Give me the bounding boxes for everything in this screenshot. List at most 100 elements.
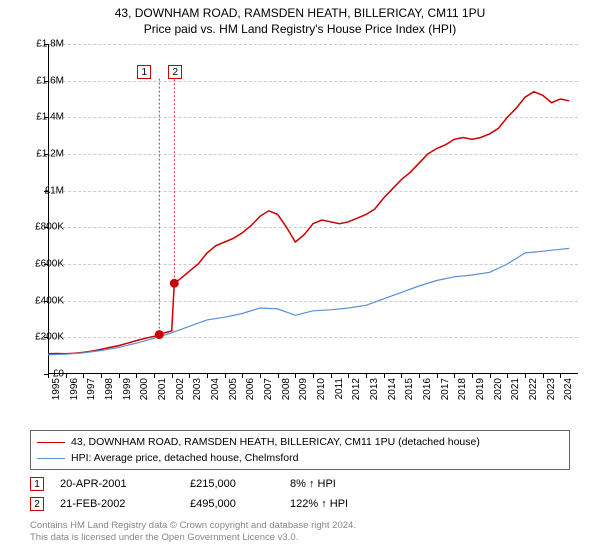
x-tick — [295, 374, 296, 378]
x-axis-label: 2002 — [175, 378, 186, 400]
y-axis-label: £0 — [20, 369, 64, 380]
legend-row: 43, DOWNHAM ROAD, RAMSDEN HEATH, BILLERI… — [37, 434, 563, 450]
y-axis-label: £1M — [20, 185, 64, 196]
series-hpi — [48, 248, 569, 354]
chart-area: 1995199619971998199920002001200220032004… — [48, 44, 578, 374]
sale-change: 122% ↑ HPI — [290, 498, 410, 510]
y-axis-label: £1.6M — [20, 75, 64, 86]
legend-swatch — [37, 442, 65, 443]
legend-label: HPI: Average price, detached house, Chel… — [71, 452, 298, 464]
x-axis-label: 2007 — [263, 378, 274, 400]
series-property — [48, 92, 569, 354]
x-axis-label: 2006 — [245, 378, 256, 400]
x-tick — [507, 374, 508, 378]
x-axis-label: 2013 — [369, 378, 380, 400]
sale-price: £495,000 — [190, 498, 290, 510]
x-axis-label: 2017 — [440, 378, 451, 400]
footnote-line: Contains HM Land Registry data © Crown c… — [30, 520, 356, 532]
x-axis-label: 1999 — [122, 378, 133, 400]
x-axis-label: 2018 — [457, 378, 468, 400]
x-axis-label: 2021 — [510, 378, 521, 400]
sale-marker-box: 2 — [30, 497, 44, 511]
x-tick — [172, 374, 173, 378]
x-axis-label: 2024 — [563, 378, 574, 400]
x-axis-label: 2008 — [281, 378, 292, 400]
sale-row: 2 21-FEB-2002 £495,000 122% ↑ HPI — [30, 494, 410, 514]
sale-row: 1 20-APR-2001 £215,000 8% ↑ HPI — [30, 474, 410, 494]
x-tick — [401, 374, 402, 378]
x-axis-label: 2015 — [404, 378, 415, 400]
x-tick — [543, 374, 544, 378]
sale-marker-box: 1 — [30, 477, 44, 491]
footnote: Contains HM Land Registry data © Crown c… — [30, 520, 356, 545]
x-tick — [366, 374, 367, 378]
x-tick — [260, 374, 261, 378]
x-tick — [119, 374, 120, 378]
x-tick — [66, 374, 67, 378]
x-axis-label: 1997 — [86, 378, 97, 400]
x-tick — [384, 374, 385, 378]
footnote-line: This data is licensed under the Open Gov… — [30, 532, 356, 544]
x-tick — [313, 374, 314, 378]
x-tick — [278, 374, 279, 378]
x-axis-label: 2009 — [298, 378, 309, 400]
x-axis-label: 2019 — [475, 378, 486, 400]
x-axis-label: 2001 — [157, 378, 168, 400]
x-axis-label: 2016 — [422, 378, 433, 400]
y-axis-label: £1.4M — [20, 112, 64, 123]
chart-title-line2: Price paid vs. HM Land Registry's House … — [0, 22, 600, 36]
x-tick — [154, 374, 155, 378]
x-axis-label: 2011 — [334, 378, 345, 400]
legend-label: 43, DOWNHAM ROAD, RAMSDEN HEATH, BILLERI… — [71, 436, 480, 448]
x-axis-label: 2012 — [351, 378, 362, 400]
sale-marker-dot — [170, 279, 178, 287]
x-tick — [525, 374, 526, 378]
x-axis-label: 1996 — [69, 378, 80, 400]
x-axis-label: 2020 — [493, 378, 504, 400]
x-tick — [242, 374, 243, 378]
legend-row: HPI: Average price, detached house, Chel… — [37, 450, 563, 466]
x-axis-label: 1995 — [51, 378, 62, 400]
x-axis-label: 1998 — [104, 378, 115, 400]
x-tick — [207, 374, 208, 378]
y-axis-label: £600K — [20, 259, 64, 270]
x-tick — [419, 374, 420, 378]
x-tick — [101, 374, 102, 378]
x-tick — [136, 374, 137, 378]
x-axis-label: 2005 — [228, 378, 239, 400]
y-axis-label: £200K — [20, 332, 64, 343]
sale-marker-callout: 1 — [137, 65, 151, 79]
x-tick — [454, 374, 455, 378]
y-axis-label: £400K — [20, 295, 64, 306]
sale-marker-callout: 2 — [168, 65, 182, 79]
sale-history: 1 20-APR-2001 £215,000 8% ↑ HPI 2 21-FEB… — [30, 474, 410, 514]
x-tick — [189, 374, 190, 378]
sale-marker-dot — [155, 331, 163, 339]
sale-change: 8% ↑ HPI — [290, 478, 410, 490]
x-tick — [83, 374, 84, 378]
x-tick — [331, 374, 332, 378]
x-axis-label: 2022 — [528, 378, 539, 400]
x-axis-label: 2023 — [546, 378, 557, 400]
y-axis-label: £800K — [20, 222, 64, 233]
legend-box: 43, DOWNHAM ROAD, RAMSDEN HEATH, BILLERI… — [30, 430, 570, 470]
x-tick — [437, 374, 438, 378]
sale-date: 20-APR-2001 — [60, 478, 190, 490]
x-tick — [225, 374, 226, 378]
legend-swatch — [37, 458, 65, 459]
y-axis-label: £1.8M — [20, 39, 64, 50]
sale-price: £215,000 — [190, 478, 290, 490]
x-tick — [490, 374, 491, 378]
x-axis-label: 2000 — [139, 378, 150, 400]
y-axis-label: £1.2M — [20, 149, 64, 160]
sale-date: 21-FEB-2002 — [60, 498, 190, 510]
x-tick — [348, 374, 349, 378]
x-axis-label: 2004 — [210, 378, 221, 400]
x-axis-label: 2003 — [192, 378, 203, 400]
x-axis-label: 2014 — [387, 378, 398, 400]
x-tick — [472, 374, 473, 378]
chart-plot — [48, 44, 578, 374]
chart-title-line1: 43, DOWNHAM ROAD, RAMSDEN HEATH, BILLERI… — [0, 6, 600, 20]
x-tick — [560, 374, 561, 378]
x-axis-label: 2010 — [316, 378, 327, 400]
